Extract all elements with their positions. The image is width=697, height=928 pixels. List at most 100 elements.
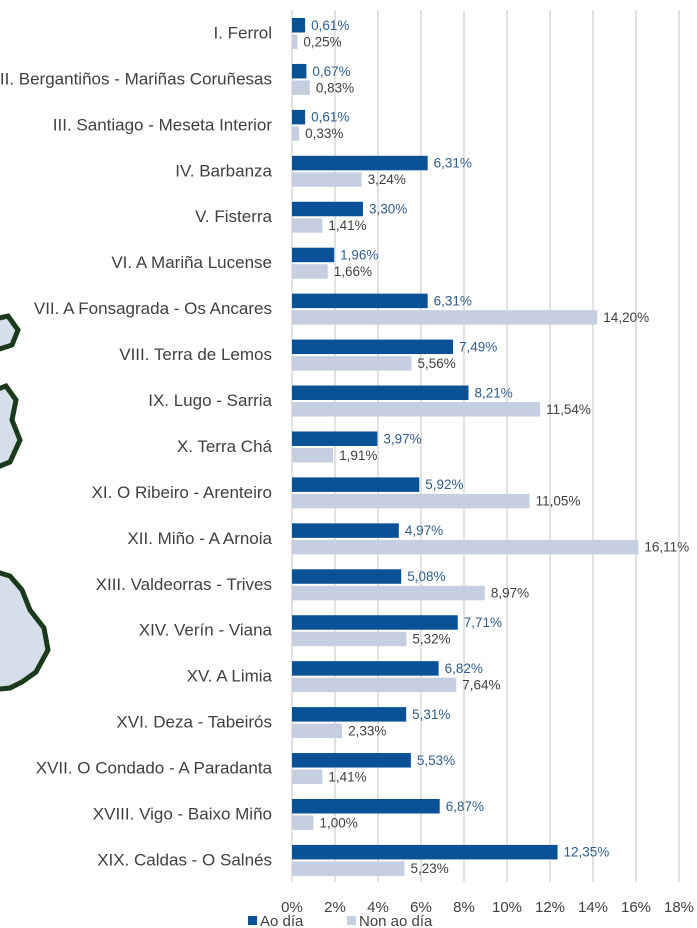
bar: [292, 753, 411, 768]
value-label: 5,53%: [417, 753, 455, 768]
value-label: 8,97%: [491, 586, 529, 601]
category-label: III. Santiago - Meseta Interior: [53, 115, 273, 134]
value-label: 6,31%: [434, 156, 472, 171]
legend-label: Ao día: [260, 913, 304, 928]
bar: [292, 339, 454, 355]
x-tick-label: 4%: [367, 899, 389, 916]
value-label: 0,61%: [311, 110, 349, 125]
value-label: 8,21%: [475, 385, 513, 400]
bar: [292, 677, 457, 693]
value-label: 4,97%: [405, 523, 443, 538]
category-label: I. Ferrol: [213, 23, 272, 42]
bar: [292, 218, 323, 233]
map-decoration: [0, 313, 51, 692]
x-tick-label: 8%: [453, 899, 475, 916]
bar: [292, 18, 306, 33]
value-label: 2,33%: [348, 723, 386, 738]
x-tick-label: 2%: [324, 899, 346, 916]
category-label: XVI. Deza - Tabeirós: [116, 713, 272, 732]
bar: [292, 402, 541, 417]
value-label: 3,97%: [383, 431, 421, 446]
category-label: X. Terra Chá: [177, 437, 273, 456]
value-label: 1,00%: [320, 815, 358, 830]
bar: [292, 247, 335, 263]
value-label: 6,31%: [434, 293, 472, 308]
category-label: XV. A Limia: [187, 667, 273, 686]
x-tick-label: 18%: [664, 899, 694, 916]
x-tick-label: 16%: [621, 899, 651, 916]
value-label: 3,24%: [368, 172, 406, 187]
bar: [292, 201, 363, 217]
value-label: 0,25%: [303, 34, 341, 49]
bar: [292, 264, 328, 279]
value-label: 0,61%: [311, 18, 349, 33]
bar: [292, 109, 306, 125]
bar: [292, 80, 310, 95]
bar: [292, 861, 405, 876]
value-label: 5,32%: [412, 632, 450, 647]
value-label: 7,49%: [459, 339, 497, 354]
bar: [292, 723, 343, 739]
value-label: 5,08%: [407, 569, 445, 584]
value-label: 1,41%: [328, 769, 366, 784]
bar: [292, 539, 639, 555]
category-label: XVII. O Condado - A Paradanta: [36, 759, 273, 778]
value-label: 11,05%: [536, 494, 581, 509]
bar: [292, 631, 407, 647]
bar: [292, 385, 469, 401]
category-label: VIII. Terra de Lemos: [119, 345, 272, 364]
value-label: 0,33%: [305, 126, 343, 141]
x-tick-label: 12%: [535, 899, 565, 916]
value-label: 1,96%: [340, 248, 378, 263]
x-tick-label: 0%: [281, 899, 303, 916]
bar: [292, 569, 402, 584]
bar: [292, 815, 314, 830]
x-tick-label: 10%: [492, 899, 522, 916]
value-label: 14,20%: [603, 310, 649, 325]
bar: [292, 63, 307, 79]
bar: [292, 798, 440, 814]
bar: [292, 126, 300, 141]
bar: [292, 34, 298, 49]
x-tick-label: 6%: [410, 899, 432, 916]
category-label: XVIII. Vigo - Baixo Miño: [93, 804, 272, 823]
category-label: IV. Barbanza: [175, 161, 272, 180]
bar: [292, 661, 439, 676]
value-label: 1,66%: [334, 264, 372, 279]
legend-label: Non ao día: [359, 913, 433, 928]
value-label: 7,71%: [464, 615, 502, 630]
category-label: II. Bergantiños - Mariñas Coruñesas: [0, 69, 272, 88]
value-label: 5,31%: [412, 707, 450, 722]
bar: [292, 844, 558, 860]
category-label: XIII. Valdeorras - Trives: [96, 575, 272, 594]
category-label: VII. A Fonsagrada - Os Ancares: [34, 299, 272, 318]
category-label: XIV. Verín - Viana: [139, 621, 273, 640]
value-label: 12,35%: [564, 845, 610, 860]
category-label: XI. O Ribeiro - Arenteiro: [92, 483, 272, 502]
bar: [292, 293, 428, 309]
bar: [292, 447, 334, 463]
value-label: 11,54%: [546, 402, 591, 417]
legend-swatch: [248, 916, 257, 925]
bar: [292, 310, 598, 325]
value-label: 3,30%: [369, 202, 407, 217]
value-label: 7,64%: [462, 677, 500, 692]
bar: [292, 431, 378, 446]
legend-swatch: [347, 916, 356, 925]
bar: [292, 477, 420, 492]
bar: [292, 769, 323, 785]
value-label: 5,23%: [410, 861, 448, 876]
category-label: V. Fisterra: [195, 207, 272, 226]
value-label: 1,91%: [339, 448, 377, 463]
category-label: IX. Lugo - Sarria: [148, 391, 272, 410]
bar: [292, 585, 485, 601]
bar: [292, 155, 428, 171]
value-label: 6,82%: [445, 661, 483, 676]
bar: [292, 493, 530, 509]
category-label: XIX. Caldas - O Salnés: [97, 850, 272, 869]
bar: [292, 707, 407, 722]
value-label: 5,56%: [418, 356, 456, 371]
bar: [292, 615, 458, 630]
value-label: 0,67%: [312, 64, 350, 79]
